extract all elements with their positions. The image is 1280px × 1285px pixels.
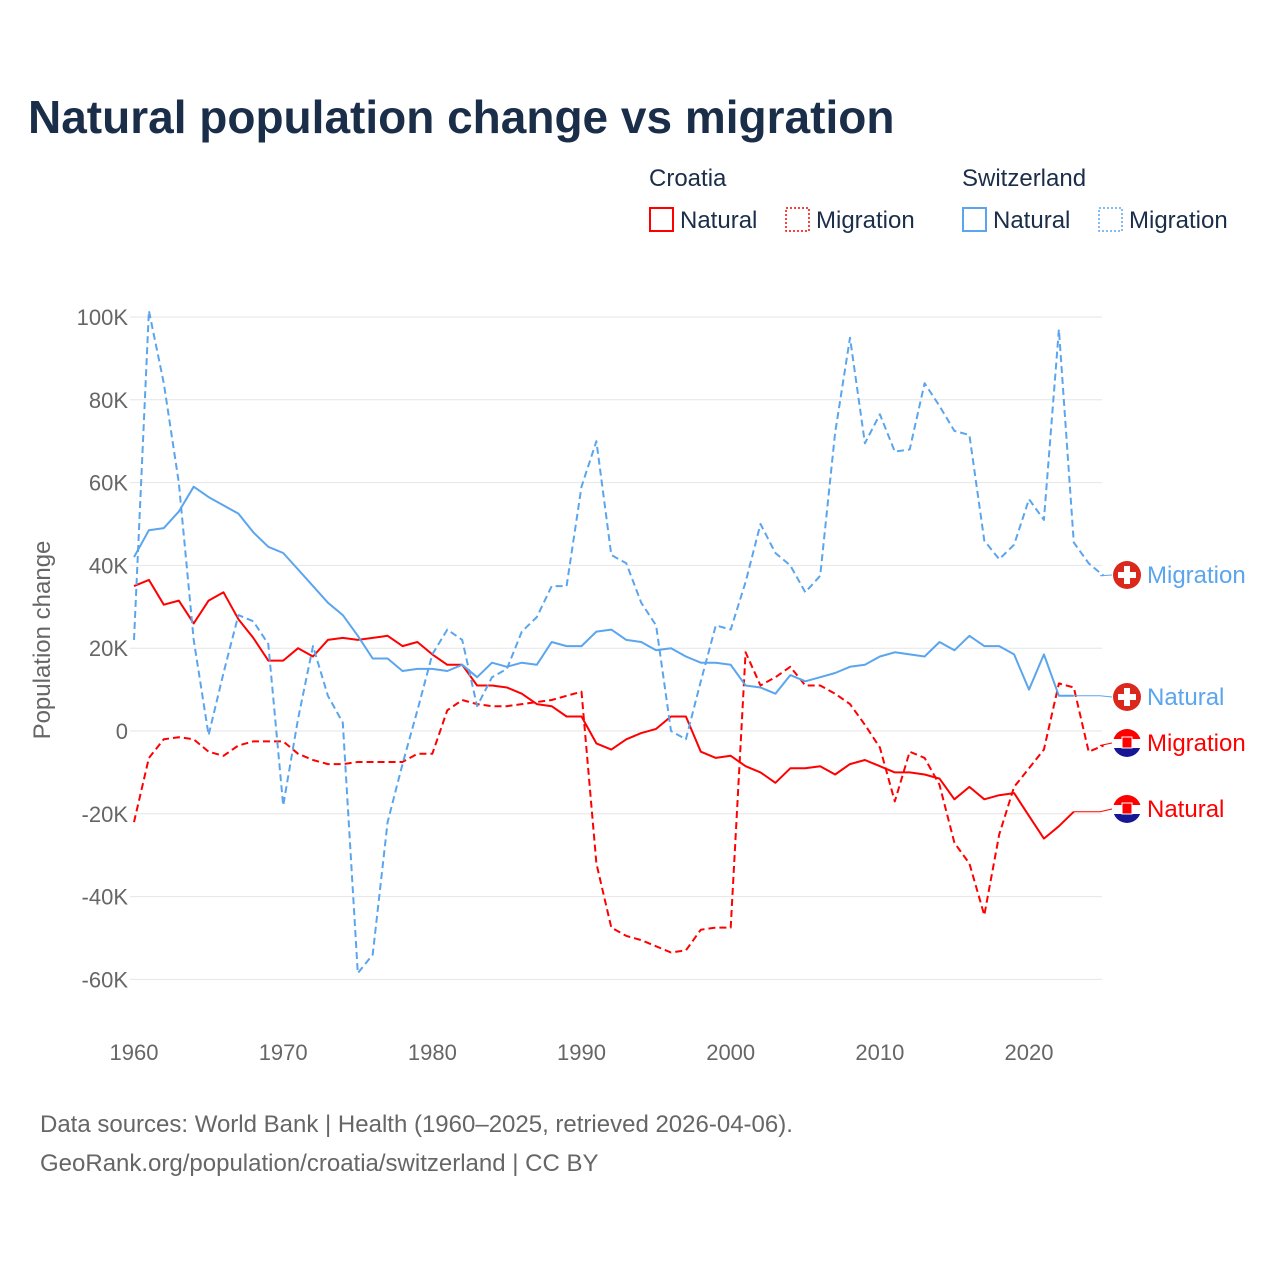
y-tick-label: 40K xyxy=(89,553,128,578)
footer-link[interactable]: GeoRank.org/population/croatia/switzerla… xyxy=(40,1150,599,1177)
switzerland-flag-icon xyxy=(1113,683,1141,711)
x-tick-label: 2020 xyxy=(1005,1040,1054,1065)
end-label: Migration xyxy=(1147,562,1246,589)
x-tick-label: 2000 xyxy=(706,1040,755,1065)
footer-source: Data sources: World Bank | Health (1960–… xyxy=(40,1111,793,1138)
legend: Croatia Natural Migration Switzerland Natura… xyxy=(649,165,1228,234)
croatia-flag-icon xyxy=(1113,729,1141,757)
legend-swatch[interactable] xyxy=(785,207,810,232)
legend-item-label[interactable]: Natural xyxy=(680,207,757,234)
y-tick-label: 60K xyxy=(89,471,128,496)
x-tick-label: 1970 xyxy=(259,1040,308,1065)
series-line-croatia-natural xyxy=(133,578,1075,840)
label-connector xyxy=(1099,742,1113,746)
legend-item-label[interactable]: Migration xyxy=(816,207,915,234)
label-connector xyxy=(1073,695,1113,698)
end-label: Migration xyxy=(1147,730,1246,757)
y-tick-label: -20K xyxy=(82,802,129,827)
series-line-switzerland-natural xyxy=(133,485,1074,697)
label-connector xyxy=(1099,574,1113,577)
end-labels: Migration Natural Migration Natural xyxy=(1073,561,1246,823)
series-line-croatia-migration xyxy=(133,651,1104,954)
y-axis-label: Population change xyxy=(29,541,56,740)
legend-swatch[interactable] xyxy=(962,207,987,232)
y-tick-label: 20K xyxy=(89,636,128,661)
grid xyxy=(130,316,1102,980)
x-tick-label: 1980 xyxy=(408,1040,457,1065)
end-label: Natural xyxy=(1147,684,1224,711)
x-axis-ticks: 1960 1970 1980 1990 2000 2010 2020 xyxy=(110,1040,1054,1065)
legend-group-title: Switzerland xyxy=(962,165,1086,192)
chart-title: Natural population change vs migration xyxy=(28,91,894,143)
croatia-flag-icon xyxy=(1113,795,1141,823)
legend-item-label[interactable]: Migration xyxy=(1129,207,1228,234)
end-label: Natural xyxy=(1147,796,1224,823)
legend-item-label[interactable]: Natural xyxy=(993,207,1070,234)
series-line-switzerland-migration xyxy=(133,309,1105,975)
legend-swatch[interactable] xyxy=(649,207,674,232)
switzerland-flag-icon xyxy=(1113,561,1141,589)
label-connector xyxy=(1073,808,1113,813)
y-tick-label: -60K xyxy=(82,967,129,992)
x-tick-label: 1990 xyxy=(557,1040,606,1065)
y-axis-ticks: 100K 80K 60K 40K 20K 0 -20K -40K -60K xyxy=(77,305,129,992)
x-tick-label: 2010 xyxy=(855,1040,904,1065)
y-tick-label: 100K xyxy=(77,305,129,330)
y-tick-label: -40K xyxy=(82,885,129,910)
legend-group-title: Croatia xyxy=(649,165,727,192)
legend-swatch[interactable] xyxy=(1098,207,1123,232)
y-tick-label: 80K xyxy=(89,388,128,413)
x-tick-label: 1960 xyxy=(110,1040,159,1065)
y-tick-label: 0 xyxy=(116,719,128,744)
series-lines xyxy=(133,309,1105,975)
